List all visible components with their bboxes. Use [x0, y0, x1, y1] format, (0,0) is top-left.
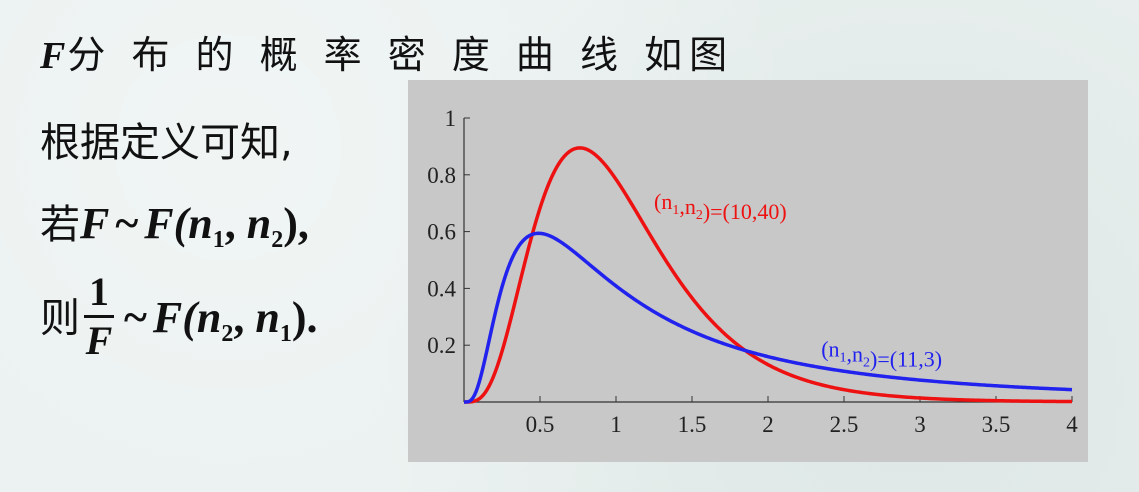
series-line-1 [463, 231, 1073, 404]
f-density-chart: 0.5 1 1.5 2 2.5 3 3.5 4 0.2 0.4 0.6 0.8 1 (n1,n2)=(10… [427, 106, 1078, 437]
var-n1: n [188, 199, 213, 248]
x-tick-label: 0.5 [526, 412, 555, 437]
var-n2: n [246, 199, 272, 248]
close-paren: ), [283, 199, 309, 248]
definition-text: 根据定义可知, [40, 120, 293, 166]
sub-1: 1 [212, 227, 225, 253]
chart-panel: 0.5 1 1.5 2 2.5 3 3.5 4 0.2 0.4 0.6 0.8 1 (n1,n2)=(10… [408, 80, 1088, 462]
var-n1: n [255, 292, 280, 342]
title-f-variable: F [40, 35, 68, 77]
then-reciprocal-line: 则 1 F ~ F(n2, n1). [40, 271, 318, 366]
formula-then: ~ F(n2, n1). [118, 292, 318, 347]
sub-2: 2 [221, 320, 234, 347]
definition-line: 根据定义可知, [40, 110, 293, 168]
comma: , [233, 292, 256, 342]
sub-1: 1 [279, 320, 292, 347]
y-tick-label: 0.2 [427, 333, 456, 358]
x-tick-label: 2 [762, 412, 774, 437]
if-prefix: 若 [40, 202, 80, 248]
var-f: F [80, 199, 110, 248]
title-text: 分 布 的 概 率 密 度 曲 线 如图 [67, 33, 735, 77]
series-line-0 [463, 146, 1073, 404]
x-tick-label: 1 [610, 412, 622, 437]
x-tick-label: 3 [914, 412, 926, 437]
tilde-symbol: ~ [124, 292, 147, 342]
series-label-1: (n1,n2)=(11,3) [821, 337, 942, 372]
slide-title: F分 布 的 概 率 密 度 曲 线 如图 [40, 24, 734, 79]
y-tick-label: 0.6 [427, 220, 456, 245]
then-prefix: 则 [40, 295, 80, 342]
sub-2: 2 [271, 227, 284, 253]
x-tick-label: 2.5 [830, 412, 859, 437]
fraction-numerator: 1 [89, 269, 109, 314]
fraction-bar [84, 315, 114, 318]
var-n2: n [196, 292, 222, 342]
x-tick-label: 1.5 [678, 412, 707, 437]
f-open: F( [152, 292, 197, 342]
y-tick-label: 1 [445, 106, 457, 131]
x-tick-label: 3.5 [982, 412, 1011, 437]
series-label-0: (n1,n2)=(10,40) [654, 189, 787, 224]
formula-if: F ~ F(n1, n2), [80, 199, 309, 253]
close-paren: ). [291, 292, 318, 342]
y-tick-label: 0.8 [427, 163, 456, 188]
x-tick-label: 4 [1066, 412, 1078, 437]
f-open: F( [144, 199, 189, 248]
tilde-symbol: ~ [115, 199, 139, 248]
comma: , [224, 199, 247, 248]
fraction-denominator: F [85, 318, 113, 363]
y-tick-label: 0.4 [427, 276, 456, 301]
if-f-distribution-line: 若F ~ F(n1, n2), [40, 192, 309, 254]
